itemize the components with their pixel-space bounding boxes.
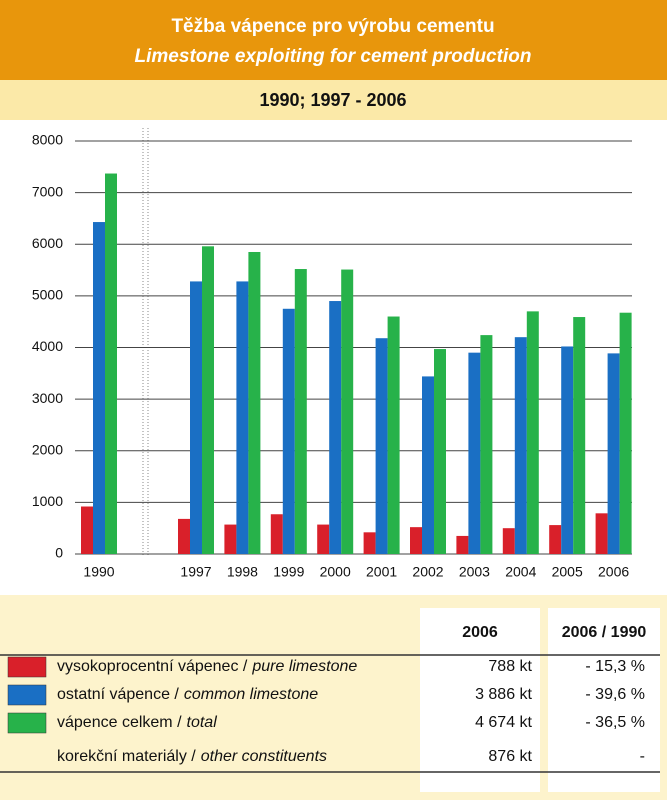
chart-title: Těžba vápence pro výrobu cementu	[171, 16, 494, 37]
row-label: ostatní vápence / common limestone	[57, 686, 318, 703]
table-change: - 15,3 %	[585, 658, 645, 675]
bar	[329, 301, 342, 554]
y-tick-label: 3000	[32, 390, 63, 406]
label-en: pure limestone	[251, 658, 357, 675]
x-tick-label: 1997	[180, 564, 211, 580]
table-header: 2006	[462, 624, 498, 641]
x-tick-label: 2005	[552, 564, 583, 580]
chart-subtitle: Limestone exploiting for cement producti…	[135, 46, 532, 67]
x-tick-label: 1990	[83, 564, 114, 580]
bar	[375, 338, 388, 554]
bar	[561, 346, 574, 554]
bar	[202, 246, 214, 554]
y-tick-label: 8000	[32, 132, 63, 148]
bar	[573, 317, 586, 554]
table-value: 4 674 kt	[475, 714, 532, 731]
x-tick-label: 2001	[366, 564, 397, 580]
bar	[468, 352, 481, 554]
table-change: - 39,6 %	[585, 686, 645, 703]
legend-swatch	[7, 684, 47, 706]
bar	[526, 311, 539, 554]
y-tick-label: 1000	[32, 493, 63, 509]
label-cz: korekční materiály /	[57, 748, 196, 765]
x-tick-label: 1998	[227, 564, 258, 580]
bar	[282, 308, 295, 554]
label-cz: vápence celkem /	[57, 714, 182, 731]
row-label: korekční materiály / other constituents	[57, 748, 327, 765]
y-tick-label: 6000	[32, 235, 63, 251]
row-label: vysokoprocentní vápenec / pure limestone	[57, 658, 357, 675]
legend-swatch	[7, 656, 47, 678]
table-column-bg	[548, 608, 660, 792]
row-label: vápence celkem / total	[57, 714, 217, 731]
bar	[480, 335, 493, 554]
y-tick-label: 5000	[32, 287, 63, 303]
bar	[236, 281, 249, 554]
bar	[595, 513, 608, 554]
bar	[549, 525, 562, 554]
legend-swatch	[7, 712, 47, 734]
x-tick-label: 2003	[459, 564, 490, 580]
bar	[224, 524, 237, 554]
table-change: - 36,5 %	[585, 714, 645, 731]
bar	[105, 173, 117, 554]
y-tick-label: 0	[55, 545, 63, 561]
bar	[190, 281, 202, 554]
bar	[178, 518, 190, 554]
table-change: -	[640, 748, 645, 765]
bar	[294, 269, 307, 554]
x-tick-label: 2000	[320, 564, 351, 580]
bar	[341, 269, 354, 554]
table-value: 876 kt	[488, 748, 532, 765]
y-tick-label: 2000	[32, 441, 63, 457]
period: 1990; 1997 - 2006	[259, 90, 406, 110]
bar	[502, 528, 515, 554]
bar	[456, 535, 469, 554]
bar	[81, 506, 93, 554]
bar	[619, 312, 632, 554]
bar	[363, 532, 376, 554]
bar	[387, 316, 400, 554]
bar	[317, 524, 330, 554]
x-tick-label: 2006	[598, 564, 629, 580]
table-value: 788 kt	[488, 658, 532, 675]
bar	[434, 349, 446, 554]
x-tick-label: 1999	[273, 564, 304, 580]
label-en: other constituents	[201, 748, 327, 765]
table-column-bg	[420, 608, 540, 792]
bar	[607, 353, 620, 554]
label-cz: ostatní vápence /	[57, 686, 179, 703]
y-tick-label: 4000	[32, 338, 63, 354]
bar	[514, 337, 527, 554]
bar	[422, 376, 434, 554]
y-tick-label: 7000	[32, 183, 63, 199]
label-en: total	[187, 714, 218, 731]
label-en: common limestone	[184, 686, 318, 703]
x-tick-label: 2004	[505, 564, 536, 580]
table-value: 3 886 kt	[475, 686, 532, 703]
bar	[270, 514, 283, 554]
period-band	[0, 80, 667, 120]
bar	[248, 251, 261, 554]
x-tick-label: 2002	[412, 564, 443, 580]
label-cz: vysokoprocentní vápenec /	[57, 658, 248, 675]
bar	[410, 527, 422, 554]
bar	[93, 222, 105, 554]
table-header: 2006 / 1990	[562, 624, 647, 641]
header-band	[0, 0, 667, 80]
